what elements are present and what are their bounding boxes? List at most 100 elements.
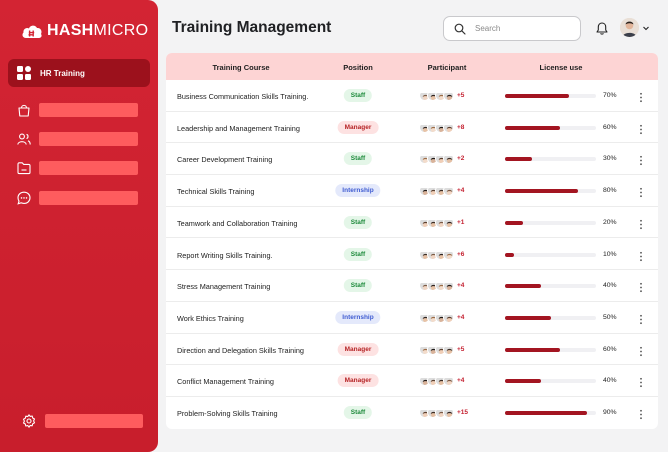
settings-placeholder — [45, 414, 143, 428]
more-options-icon[interactable] — [638, 375, 644, 388]
table-row[interactable]: Leadership and Management Training Manage… — [166, 112, 658, 144]
course-name: Technical Skills Training — [177, 187, 255, 197]
participant-more-count: +15 — [457, 409, 469, 416]
license-progress-fill — [505, 220, 524, 225]
position-badge: Manager — [337, 374, 379, 388]
table-row[interactable]: Conflict Management Training Manager +4 40% — [166, 365, 658, 397]
participant-avatars[interactable]: +4 — [419, 185, 464, 197]
participant-avatars[interactable]: +8 — [419, 121, 465, 133]
search-input[interactable] — [475, 24, 570, 33]
license-progress-fill — [505, 189, 578, 194]
table-row[interactable]: Teamwork and Collaboration Training Staff… — [166, 207, 658, 239]
table-row[interactable]: Work Ethics Training Internship +4 50% — [166, 302, 658, 334]
search-box[interactable] — [443, 16, 581, 41]
participant-avatar — [443, 153, 454, 165]
license-percentage: 60% — [603, 345, 617, 353]
participant-avatars[interactable]: +4 — [419, 375, 464, 387]
course-name: Business Communication Skills Training. — [177, 92, 309, 101]
more-options-icon[interactable] — [638, 407, 644, 420]
participant-avatar — [443, 185, 454, 197]
sidebar-item-4[interactable] — [17, 190, 138, 206]
participant-avatar — [419, 248, 430, 260]
license-progress-bar — [505, 157, 596, 162]
settings-item[interactable] — [22, 414, 143, 428]
column-header-license[interactable]: License use — [539, 63, 583, 72]
license-progress-bar — [505, 94, 596, 98]
table-row[interactable]: Technical Skills Training Internship +4 80% — [166, 175, 658, 207]
table-row[interactable]: Direction and Delegation Skills Training… — [166, 334, 658, 366]
participant-avatars[interactable]: +4 — [419, 280, 465, 292]
course-name: Direction and Delegation Skills Training — [177, 345, 304, 355]
position-badge: Internship — [335, 184, 381, 198]
participant-more-count: +8 — [457, 123, 465, 131]
table-row[interactable]: Career Development Training Staff +2 30% — [166, 143, 658, 176]
column-header-course[interactable]: Training Course — [212, 63, 270, 72]
more-options-icon[interactable] — [638, 312, 644, 324]
bag-icon — [18, 104, 30, 117]
participant-avatar — [443, 90, 454, 101]
course-name: Conflict Management Training — [177, 377, 274, 387]
license-progress-bar — [505, 411, 596, 415]
more-options-icon[interactable] — [638, 280, 644, 293]
participant-more-count: +1 — [457, 218, 465, 226]
course-name: Leadership and Management Training — [177, 123, 300, 133]
participant-more-count: +4 — [457, 282, 465, 290]
participant-avatars[interactable]: +4 — [419, 311, 464, 323]
sidebar: HASHMICRO HR Training — [0, 0, 158, 452]
participant-avatars[interactable]: +1 — [419, 216, 465, 228]
license-percentage: 90% — [603, 409, 617, 416]
table-row[interactable]: Business Communication Skills Training. S… — [166, 80, 658, 112]
table-row[interactable]: Report Writing Skills Training. Staff +6 10… — [166, 239, 658, 271]
participant-avatar — [443, 375, 454, 387]
license-percentage: 60% — [603, 123, 617, 131]
license-progress-fill — [505, 252, 515, 257]
license-progress-fill — [505, 347, 560, 352]
license-progress-bar — [505, 347, 596, 352]
participant-avatars[interactable]: +5 — [419, 90, 464, 101]
grid-icon — [17, 66, 31, 80]
user-menu[interactable] — [620, 18, 650, 37]
participant-avatar — [427, 343, 438, 355]
participant-avatar — [443, 121, 454, 133]
table-row[interactable]: Stress Management Training Staff +4 40% — [166, 270, 658, 302]
sidebar-item-1[interactable] — [17, 102, 138, 118]
sidebar-item-hr-training[interactable]: HR Training — [8, 59, 150, 87]
position-badge: Manager — [337, 342, 379, 356]
license-percentage: 40% — [603, 282, 617, 290]
license-percentage: 40% — [603, 377, 617, 385]
sidebar-item-3[interactable] — [17, 160, 138, 176]
position-badge: Staff — [343, 215, 373, 229]
participant-avatars[interactable]: +6 — [419, 248, 464, 260]
participant-more-count: +5 — [457, 92, 465, 99]
users-icon — [17, 133, 31, 145]
more-options-icon[interactable] — [638, 153, 644, 166]
license-progress-bar — [505, 284, 596, 289]
participant-avatar — [443, 311, 454, 323]
bell-icon[interactable] — [596, 22, 608, 35]
table-row[interactable]: Problem-Solving Skills Training Staff +15 9… — [166, 397, 658, 429]
more-options-icon[interactable] — [638, 217, 644, 229]
position-badge: Staff — [343, 89, 373, 102]
participant-avatars[interactable]: +5 — [419, 343, 464, 355]
more-options-icon[interactable] — [638, 122, 644, 134]
sidebar-item-2[interactable] — [17, 131, 138, 147]
participant-avatars[interactable]: +15 — [419, 407, 468, 418]
participant-avatars[interactable]: +2 — [419, 153, 465, 165]
participant-more-count: +2 — [457, 155, 465, 163]
brand-logo[interactable]: HASHMICRO — [21, 22, 148, 40]
more-options-icon[interactable] — [638, 344, 644, 356]
sidebar-item-placeholder — [39, 161, 138, 175]
course-name: Report Writing Skills Training. — [177, 250, 273, 260]
license-progress-bar — [505, 125, 596, 130]
position-badge: Staff — [343, 279, 373, 293]
license-percentage: 10% — [603, 250, 617, 258]
license-progress-bar — [505, 315, 596, 320]
more-options-icon[interactable] — [638, 249, 644, 261]
more-options-icon[interactable] — [638, 90, 644, 103]
position-badge: Manager — [337, 120, 379, 134]
license-progress-fill — [505, 284, 542, 289]
position-badge: Staff — [343, 152, 373, 166]
column-header-position[interactable]: Position — [343, 63, 373, 72]
more-options-icon[interactable] — [638, 185, 644, 198]
column-header-participant[interactable]: Participant — [427, 63, 467, 72]
